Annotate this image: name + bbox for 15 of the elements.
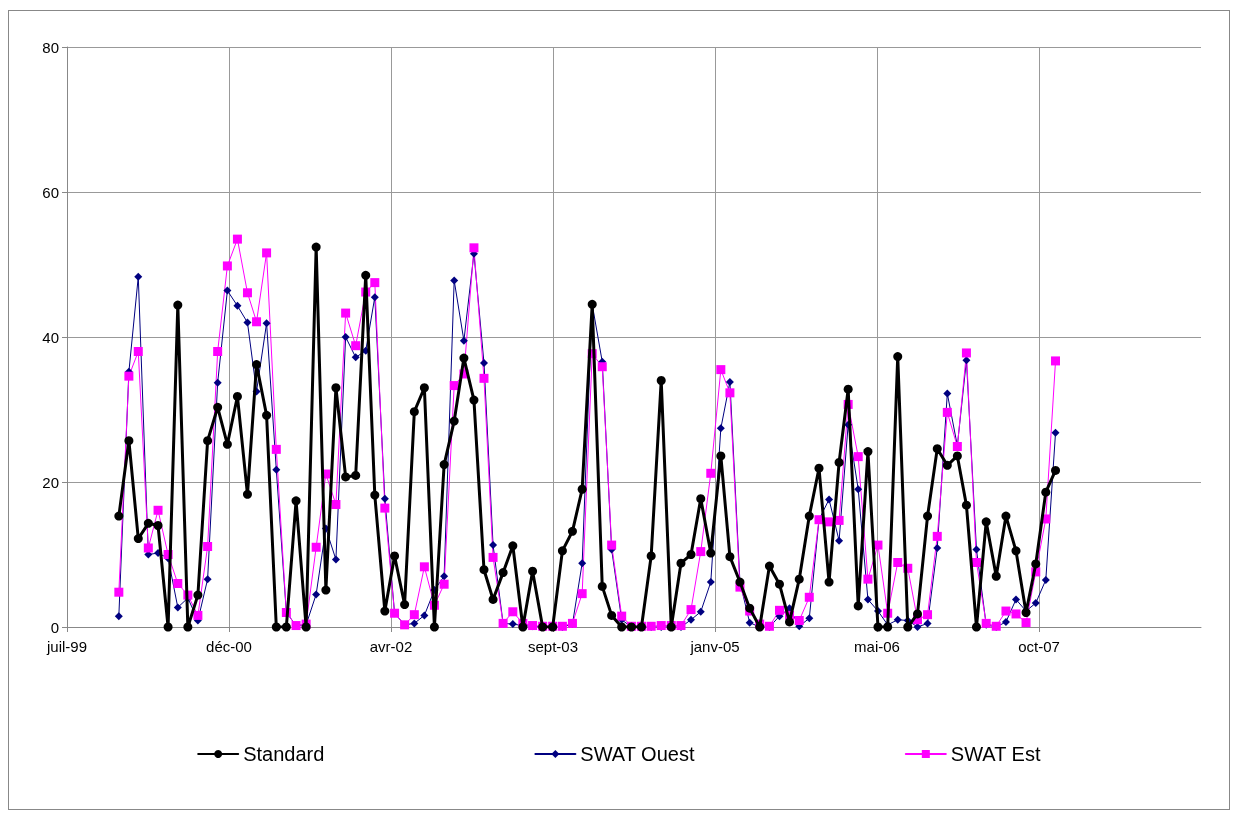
x-tick-label: oct-07: [1018, 638, 1060, 655]
x-tick-label: avr-02: [369, 638, 413, 655]
y-tick-label: 0: [50, 618, 59, 636]
x-tick-label: mai-06: [854, 638, 900, 655]
y-tick-label: 20: [42, 473, 59, 491]
x-tick-label: juil-99: [45, 638, 88, 655]
y-tick-label: 40: [42, 328, 59, 346]
y-tick-label: 80: [42, 38, 59, 56]
x-tick-label: déc-00: [206, 638, 252, 655]
x-tick-label: janv-05: [689, 638, 740, 655]
y-tick-label: 60: [42, 183, 59, 201]
legend-label: SWAT Ouest: [580, 743, 695, 765]
legend-label: SWAT Est: [950, 743, 1041, 765]
x-tick-label: sept-03: [527, 638, 579, 655]
legend-label: Standard: [243, 743, 325, 765]
